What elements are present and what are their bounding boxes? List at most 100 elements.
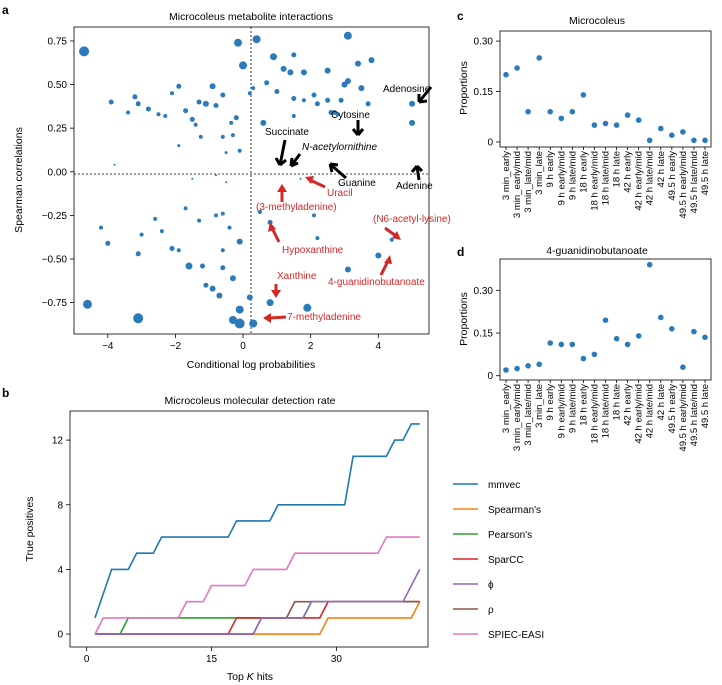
a-point [79, 46, 90, 57]
xtick-label: 3 min_late [534, 151, 545, 195]
a-point [264, 80, 270, 86]
point [591, 122, 598, 128]
a-point [312, 213, 316, 218]
xtick-label: 49.5 h late [700, 384, 711, 428]
ytick-label: 0.30 [474, 37, 494, 48]
a-point [227, 225, 232, 230]
b-ytick-label: 8 [57, 500, 63, 511]
annotation-adenine: Adenine [396, 181, 433, 192]
a-point [389, 237, 394, 242]
arrow-n6-acetyl-lysine-head [392, 231, 401, 240]
panel-a-frame [73, 26, 430, 335]
a-point [220, 134, 225, 139]
ytick-label: 0.15 [474, 87, 494, 98]
xtick-label: 49.5 h early/mid [678, 384, 689, 452]
point [558, 341, 565, 348]
a-ytick-label: −0.50 [42, 254, 68, 265]
xtick-label: 3 min_early [501, 151, 512, 200]
a-point [203, 282, 209, 288]
a-point [228, 316, 237, 324]
point [702, 137, 708, 144]
xtick-label: 49.5 h late [700, 151, 711, 195]
b-ytick-label: 4 [57, 565, 63, 576]
a-point [113, 163, 116, 166]
b-xtick-label: 30 [331, 654, 343, 665]
point [525, 363, 531, 369]
a-point [193, 122, 198, 127]
xtick-label: 3 min_late/mid [523, 151, 534, 213]
panel-b-legend: mmvec Spearman's Pearson's SparCC ϕ ρ SPIEC-EA… [453, 480, 544, 641]
a-point [183, 108, 189, 114]
a-point [247, 91, 252, 96]
panel-c-ticks: 00.150.303 min_early 3 min_early/mid 3 min… [474, 37, 711, 219]
a-point [214, 213, 218, 218]
a-point [301, 98, 306, 103]
arrow-hypoxanthine [270, 227, 281, 243]
xtick-label: 9 h early [545, 384, 556, 421]
arrow-succinate [274, 139, 287, 167]
xtick-label: 49.5 h early [667, 151, 678, 201]
a-ytick-label: 0.50 [48, 80, 68, 91]
point [646, 137, 653, 144]
ytick-label: 0 [487, 371, 493, 382]
a-point [368, 57, 375, 64]
point [569, 341, 576, 348]
a-point [156, 112, 161, 117]
a-point [260, 119, 267, 126]
panel-c-points [503, 55, 708, 144]
annotation-cytosine: Cytosine [331, 110, 370, 121]
a-point [234, 318, 245, 329]
panel-b-ticks: 0 15 30 0 4 8 12 [52, 436, 343, 665]
annotation-xanthine: Xanthine [277, 271, 317, 282]
a-point [183, 206, 188, 211]
a-point [270, 53, 277, 61]
a-point [315, 236, 320, 241]
annotation-hypoxanthine: Hypoxanthine [282, 245, 344, 256]
a-point [185, 262, 193, 270]
a-point [132, 94, 138, 100]
panel-d-points [503, 261, 708, 373]
a-point [280, 65, 287, 72]
a-point [105, 240, 111, 246]
legend-label: ϕ [488, 580, 494, 591]
arrow-4-guanidinobutanoate-head [384, 255, 392, 264]
a-ytick-label: 0.75 [48, 36, 68, 47]
legend-label: Spearman's [488, 505, 541, 516]
panel-b-letter: b [2, 386, 9, 400]
xtick-label: 3 min_late/mid [523, 384, 534, 446]
a-point [220, 248, 225, 253]
xtick-label: 9 h early [545, 151, 556, 188]
arrow-adenosine [417, 86, 433, 104]
xtick-label: 42 h early [623, 151, 634, 193]
a-ytick-label: 0.25 [48, 124, 68, 135]
xtick-label: 18 h early/mid [589, 384, 600, 444]
a-point [338, 97, 344, 103]
xtick-label: 18 h early [578, 151, 589, 193]
a-xtick-label: −4 [102, 341, 114, 352]
point [613, 335, 620, 342]
panel-a-title: Microcoleus metabolite interactions [169, 11, 333, 23]
a-point [139, 232, 144, 237]
a-point [220, 92, 226, 98]
annotation-adenosine: Adenosine [383, 84, 431, 95]
a-point [287, 69, 294, 76]
point [514, 365, 520, 372]
point [613, 122, 620, 128]
a-point [409, 119, 416, 126]
xtick-label: 18 h late/mid [601, 151, 612, 205]
point [569, 108, 576, 115]
a-point [189, 116, 195, 122]
a-point [299, 177, 302, 180]
point [646, 261, 653, 268]
point [547, 340, 553, 346]
a-point [324, 67, 331, 74]
point [658, 314, 664, 321]
panel-a-letter: a [2, 3, 9, 17]
a-point [191, 177, 194, 180]
a-ytick-label: −0.75 [42, 298, 68, 309]
annotation-succinate: Succinate [265, 127, 309, 138]
a-point [176, 83, 182, 89]
a-point [234, 38, 242, 47]
b-line-mmvec [94, 423, 420, 619]
a-point [325, 97, 331, 103]
